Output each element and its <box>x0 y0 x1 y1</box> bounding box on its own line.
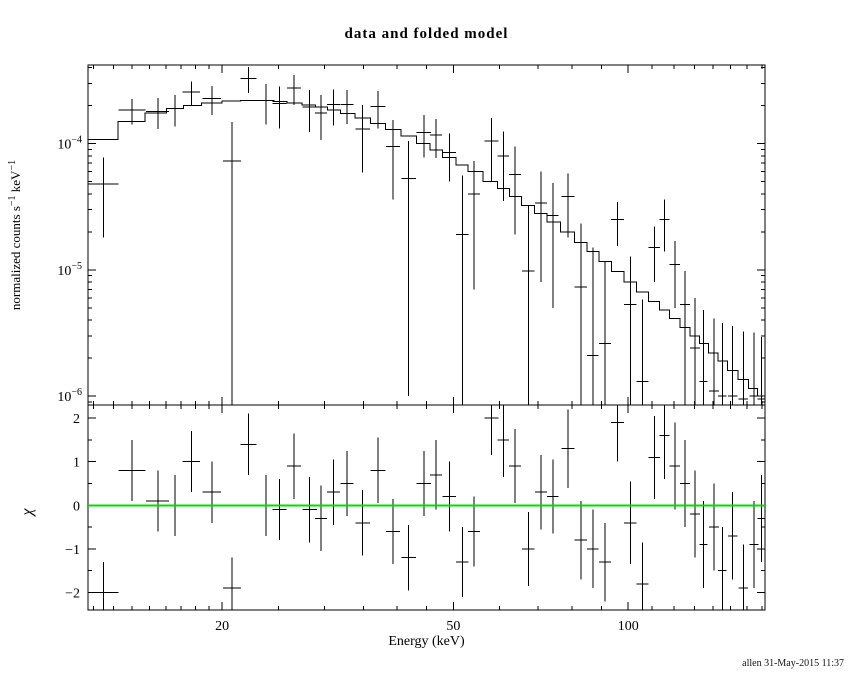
svg-text:20: 20 <box>215 619 229 634</box>
axis-ticks <box>88 65 765 610</box>
panel-frames <box>87 64 766 611</box>
svg-text:−2: −2 <box>65 587 80 602</box>
footer-timestamp: allen 31-May-2015 11:37 <box>742 658 844 669</box>
svg-text:10−5: 10−5 <box>57 261 82 279</box>
chart-title: data and folded model <box>344 26 509 42</box>
y-axis-label: normalized counts s−1 keV−1 <box>7 160 23 310</box>
svg-text:1: 1 <box>73 456 80 471</box>
residual-data-points <box>88 405 765 610</box>
svg-text:10−4: 10−4 <box>57 135 82 153</box>
tick-labels: 20 50 100 10−4 10−5 10−6 −2 −1 0 1 2 <box>57 135 638 634</box>
chi-axis-label: χ <box>19 508 36 518</box>
svg-text:10−6: 10−6 <box>57 387 82 405</box>
svg-text:50: 50 <box>446 619 460 634</box>
spectrum-data-points <box>88 66 765 405</box>
svg-text:100: 100 <box>618 619 639 634</box>
svg-text:−1: −1 <box>65 543 80 558</box>
x-axis-label: Energy (keV) <box>388 634 465 649</box>
svg-text:normalized counts s−1 keV−1: normalized counts s−1 keV−1 <box>7 160 23 310</box>
model-step-line <box>88 99 765 397</box>
svg-text:2: 2 <box>73 412 80 427</box>
svg-text:0: 0 <box>73 499 80 514</box>
svg-text:χ: χ <box>19 508 36 518</box>
